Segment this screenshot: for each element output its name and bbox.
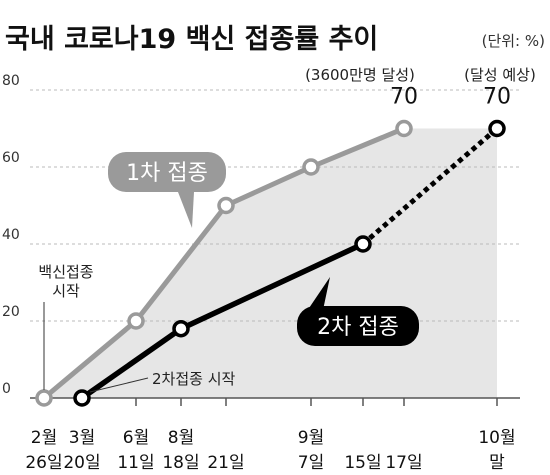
callout-box-1: [108, 152, 226, 192]
annotation-first-start-line1: 백신접종: [38, 263, 93, 281]
chart-title: 국내 코로나19 백신 접종률 추이: [5, 24, 378, 55]
x-tick-label: 6월: [123, 428, 149, 448]
annotation-leader-2: [89, 377, 149, 393]
data-label: 70: [483, 85, 511, 110]
callout-box-2: [297, 306, 419, 346]
x-tick-label: 말: [489, 453, 505, 473]
data-point: [172, 319, 190, 338]
x-tick-label: 15일: [344, 453, 381, 473]
x-tick-label: 7일: [298, 453, 324, 473]
callout-pointer-2: [305, 277, 330, 314]
x-tick-label: 26일: [25, 453, 62, 473]
data-label: 70: [390, 85, 418, 110]
x-tick-label: 3월: [69, 428, 95, 448]
legend-label-1: 1차 접종: [126, 161, 208, 186]
y-tick-label: 20: [2, 304, 20, 320]
legend-label-2: 2차 접종: [317, 315, 399, 340]
data-point: [35, 389, 53, 407]
callout-pointer-1: [178, 192, 194, 228]
unit-label: (단위: %): [482, 32, 545, 50]
data-point: [395, 119, 413, 138]
note-expected: (달성 예상): [464, 66, 536, 84]
y-tick-label: 80: [2, 73, 20, 89]
x-tick-label: 11일: [117, 453, 154, 473]
x-tick-label: 9월: [298, 428, 324, 448]
y-tick-label: 40: [2, 227, 20, 243]
x-tick-label: 17일: [385, 453, 422, 473]
data-point: [302, 158, 320, 176]
x-tick-label: 8월: [168, 428, 194, 448]
x-tick-label: 10월: [478, 428, 515, 448]
y-tick-label: 60: [2, 150, 20, 166]
data-point: [488, 119, 506, 138]
annotation-first-start-line2: 시작: [52, 282, 80, 300]
data-point: [73, 389, 91, 407]
series-projection-2: [361, 126, 499, 246]
note-36m-reached: (3600만명 달성): [305, 66, 415, 84]
data-point: [127, 312, 145, 330]
data-point: [217, 196, 235, 215]
x-tick-label: 18일: [162, 453, 199, 473]
y-tick-label: 0: [2, 381, 11, 397]
data-point: [354, 235, 372, 253]
x-tick-label: 20일: [63, 453, 100, 473]
x-tick-label: 21일: [207, 453, 244, 473]
annotation-second-start: 2차접종 시작: [152, 370, 236, 388]
x-tick-label: 2월: [31, 428, 57, 448]
